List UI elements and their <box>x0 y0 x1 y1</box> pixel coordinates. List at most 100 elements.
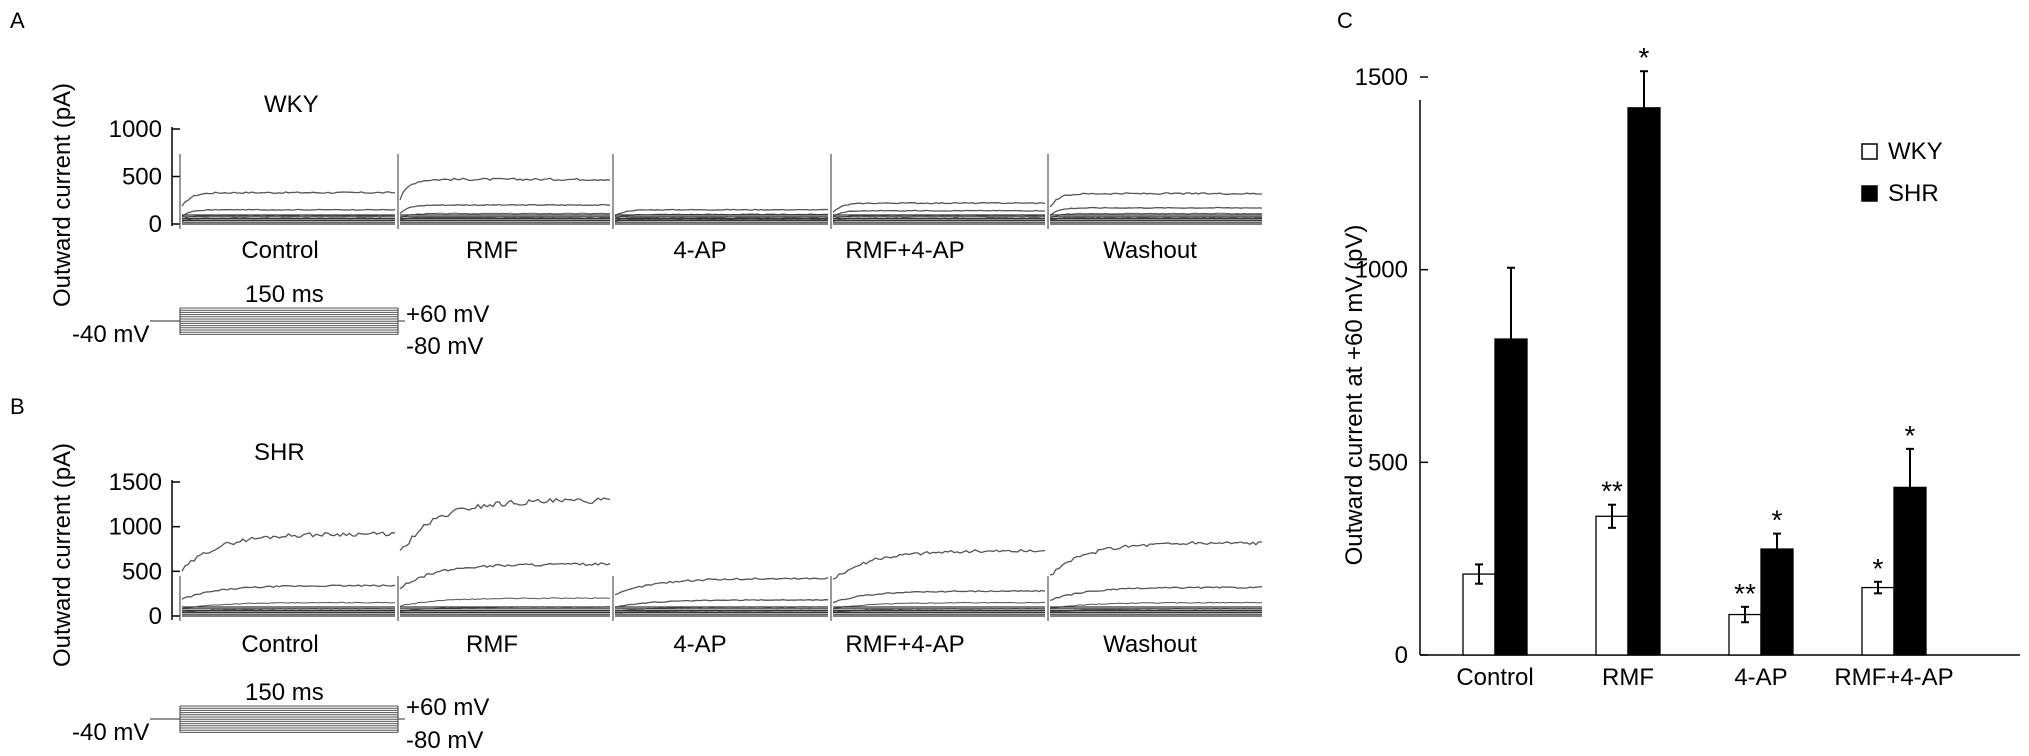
current-trace <box>399 203 611 214</box>
panel-a-top-voltage-label: +60 mV <box>406 301 489 328</box>
panel-a-bottom-voltage-label: -80 mV <box>406 333 483 360</box>
significance-mark: ** <box>1601 476 1623 507</box>
legend-label-shr: SHR <box>1888 180 1939 207</box>
current-trace <box>181 191 396 207</box>
current-trace <box>614 577 829 596</box>
panel-a-segment-labels: Control RMF 4-AP RMF+4-AP Washout <box>241 237 1197 264</box>
current-trace <box>832 548 1046 580</box>
panel-c-letter: C <box>1337 8 1353 33</box>
panel-b-letter: B <box>10 394 25 419</box>
bar <box>1893 486 1927 656</box>
current-trace <box>832 601 1046 610</box>
y-tick-label: 500 <box>1368 449 1408 476</box>
panel-a-protocol-steps <box>150 307 405 335</box>
significance-mark: ** <box>1734 578 1756 609</box>
segment-label: Control <box>241 237 318 264</box>
legend-label-wky: WKY <box>1888 138 1943 165</box>
significance-mark: * <box>1873 553 1884 584</box>
segment-label: Control <box>241 631 318 658</box>
current-trace <box>399 177 611 201</box>
current-trace <box>181 584 396 600</box>
panel-b-protocol-steps <box>150 705 405 733</box>
panel-b-duration-label: 150 ms <box>245 679 324 706</box>
panel-b-current-traces: B SHR Outward current (pA) 150010005000 … <box>10 394 1263 754</box>
bar <box>1861 586 1895 656</box>
y-tick-label: 0 <box>149 603 162 630</box>
segment-label: Washout <box>1103 631 1197 658</box>
current-trace <box>1049 206 1263 216</box>
panel-a-traces <box>179 154 1263 229</box>
panel-a-duration-label: 150 ms <box>245 281 324 308</box>
category-label: Control <box>1456 664 1533 691</box>
segment-label: RMF <box>466 237 518 264</box>
current-trace <box>399 597 611 607</box>
segment-label: 4-AP <box>673 631 726 658</box>
current-trace <box>1049 601 1263 609</box>
segment-label: RMF <box>466 631 518 658</box>
y-tick-label: 1000 <box>1355 257 1408 284</box>
panel-b-top-voltage-label: +60 mV <box>406 694 489 721</box>
panel-a-y-ticks: 1000 500 0 <box>109 116 180 238</box>
legend: WKY SHR <box>1861 138 1943 207</box>
current-trace <box>181 208 396 217</box>
segment-label: RMF+4-AP <box>845 237 964 264</box>
panel-c-category-labels: Control RMF 4-AP RMF+4-AP <box>1456 664 1953 691</box>
segment-label: 4-AP <box>673 237 726 264</box>
category-label: 4-AP <box>1734 664 1787 691</box>
bar <box>1595 515 1629 656</box>
panel-a-letter: A <box>10 8 25 33</box>
y-tick-label: 1000 <box>109 514 162 541</box>
y-tick-label: 1500 <box>109 469 162 496</box>
panel-c-ylabel: Outward current at +60 mV (pV) <box>1341 225 1368 566</box>
significance-mark: * <box>1772 505 1783 536</box>
current-trace <box>399 562 611 590</box>
current-trace <box>1049 586 1263 601</box>
current-trace <box>832 201 1046 213</box>
bar <box>1462 573 1496 656</box>
bar <box>1760 548 1794 656</box>
panel-b-bottom-voltage-label: -80 mV <box>406 727 483 754</box>
panel-c-bar-chart: C Outward current at +60 mV (pV) 0 500 100… <box>1337 8 2020 691</box>
legend-swatch-wky <box>1861 143 1878 160</box>
current-trace <box>181 601 395 610</box>
current-trace <box>1049 540 1263 576</box>
panel-c-y-ticks: 0 500 1000 1500 <box>1355 64 1428 669</box>
y-tick-label: 500 <box>122 164 162 191</box>
y-tick-label: 500 <box>122 558 162 585</box>
y-tick-label: 0 <box>149 211 162 238</box>
current-trace <box>614 599 829 609</box>
panel-a-group-label: WKY <box>264 91 319 118</box>
bar <box>1494 338 1528 656</box>
panel-b-group-label: SHR <box>254 439 305 466</box>
y-tick-label: 1000 <box>109 116 162 143</box>
current-trace <box>832 589 1046 604</box>
panel-c-bars: ******** <box>1462 42 1927 656</box>
y-tick-label: 0 <box>1395 642 1408 669</box>
category-label: RMF <box>1602 664 1654 691</box>
panel-b-segment-labels: Control RMF 4-AP RMF+4-AP Washout <box>241 631 1197 658</box>
current-trace <box>399 212 611 219</box>
current-trace <box>832 209 1045 218</box>
significance-mark: * <box>1639 42 1650 73</box>
current-trace <box>1049 212 1263 220</box>
panel-a-current-traces: A WKY Outward current (pA) 1000 500 0 Cont… <box>10 8 1263 360</box>
segment-label: Washout <box>1103 237 1197 264</box>
category-label: RMF+4-AP <box>1834 664 1953 691</box>
current-trace <box>614 208 829 217</box>
panel-b-traces <box>179 497 1263 621</box>
panel-b-ylabel: Outward current (pA) <box>49 443 76 667</box>
panel-a-ylabel: Outward current (pA) <box>49 83 76 307</box>
legend-swatch-shr <box>1861 185 1878 202</box>
panel-b-voltage-protocol: 150 ms -40 mV +60 mV -80 mV <box>72 679 489 754</box>
panel-b-hold-voltage-label: -40 mV <box>72 719 149 746</box>
current-trace <box>1049 192 1263 208</box>
segment-label: RMF+4-AP <box>845 631 964 658</box>
panel-a-hold-voltage-label: -40 mV <box>72 321 149 348</box>
significance-mark: * <box>1905 420 1916 451</box>
bar <box>1627 107 1661 656</box>
current-trace <box>399 497 611 551</box>
panel-a-voltage-protocol: 150 ms -40 mV +60 mV -80 mV <box>72 281 489 360</box>
current-trace <box>181 531 396 572</box>
y-tick-label: 1500 <box>1355 64 1408 91</box>
